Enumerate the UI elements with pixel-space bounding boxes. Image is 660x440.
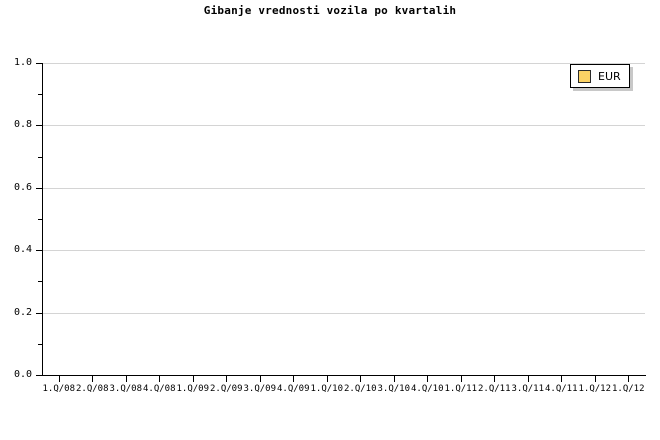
x-axis-tick xyxy=(92,376,93,382)
x-axis-tick xyxy=(360,376,361,382)
x-axis-spine xyxy=(42,375,646,376)
x-axis-tick xyxy=(260,376,261,382)
plot-area xyxy=(42,63,645,375)
y-axis-tick-label: 0.8 xyxy=(13,119,32,130)
x-axis-tick xyxy=(628,376,629,382)
chart-title: Gibanje vrednosti vozila po kvartalih xyxy=(203,4,457,17)
x-axis-tick-label: 4.Q/10 xyxy=(410,384,444,394)
legend-label-eur: EUR xyxy=(598,69,621,83)
x-axis-tick-label: 1.Q/08 xyxy=(42,384,75,394)
y-axis-tick-label: 1.0 xyxy=(13,57,32,68)
x-axis-tick-label: 4.Q/09 xyxy=(276,384,310,394)
x-axis-tick xyxy=(293,376,294,382)
y-axis-tick-label: 0.4 xyxy=(13,244,32,255)
x-axis-tick-label: 2.Q/08 xyxy=(75,384,109,394)
gridline-horizontal xyxy=(42,313,645,314)
y-axis-tick-label: 0.2 xyxy=(13,307,32,318)
x-axis-tick-label: 1.Q/09 xyxy=(176,384,209,394)
x-axis-tick-label: 1.Q/12 xyxy=(578,384,611,394)
x-axis-tick xyxy=(394,376,395,382)
x-axis-tick-label: 1.Q/10 xyxy=(310,384,343,394)
x-axis-tick-label: 2.Q/11 xyxy=(477,384,511,394)
x-axis-tick xyxy=(595,376,596,382)
gridline-horizontal xyxy=(42,125,645,126)
x-axis-tick xyxy=(327,376,328,382)
y-axis-minor-tick xyxy=(38,157,43,158)
x-axis-tick-label: 3.Q/10 xyxy=(377,384,410,394)
y-axis-tick xyxy=(36,250,43,251)
x-axis-tick xyxy=(461,376,462,382)
x-axis-tick xyxy=(494,376,495,382)
y-axis-tick-label: 0.6 xyxy=(13,182,32,193)
x-axis-tick-label: 4.Q/08 xyxy=(142,384,176,394)
x-axis-tick xyxy=(226,376,227,382)
x-axis-tick-label: 1.Q/12 xyxy=(611,384,645,394)
x-axis-tick xyxy=(59,376,60,382)
y-axis-minor-tick xyxy=(38,344,43,345)
x-axis-tick-label: 1.Q/11 xyxy=(444,384,477,394)
x-axis-tick-label: 3.Q/09 xyxy=(243,384,276,394)
x-axis-tick xyxy=(561,376,562,382)
y-axis-tick xyxy=(36,125,43,126)
x-axis-tick-label: 4.Q/11 xyxy=(544,384,578,394)
y-axis-tick xyxy=(36,313,43,314)
x-axis-tick xyxy=(528,376,529,382)
legend-swatch-eur-icon xyxy=(578,69,591,83)
x-axis-tick-label: 3.Q/11 xyxy=(511,384,544,394)
x-axis-tick-label: 2.Q/09 xyxy=(209,384,243,394)
x-axis-tick-label: 2.Q/10 xyxy=(343,384,377,394)
y-axis-minor-tick xyxy=(38,94,43,95)
x-axis-tick xyxy=(126,376,127,382)
y-axis-tick xyxy=(36,63,43,64)
gridline-horizontal xyxy=(42,250,645,251)
x-axis-tick xyxy=(193,376,194,382)
y-axis-minor-tick xyxy=(38,281,43,282)
x-axis-tick xyxy=(427,376,428,382)
y-axis-tick-label: 0.0 xyxy=(13,369,32,380)
y-axis-tick xyxy=(36,188,43,189)
x-axis-tick-label: 3.Q/08 xyxy=(109,384,142,394)
x-axis-tick xyxy=(159,376,160,382)
gridline-horizontal xyxy=(42,63,645,64)
y-axis-tick xyxy=(36,375,43,376)
gridline-horizontal xyxy=(42,188,645,189)
y-axis-minor-tick xyxy=(38,219,43,220)
chart-legend[interactable]: EUR xyxy=(570,64,630,88)
